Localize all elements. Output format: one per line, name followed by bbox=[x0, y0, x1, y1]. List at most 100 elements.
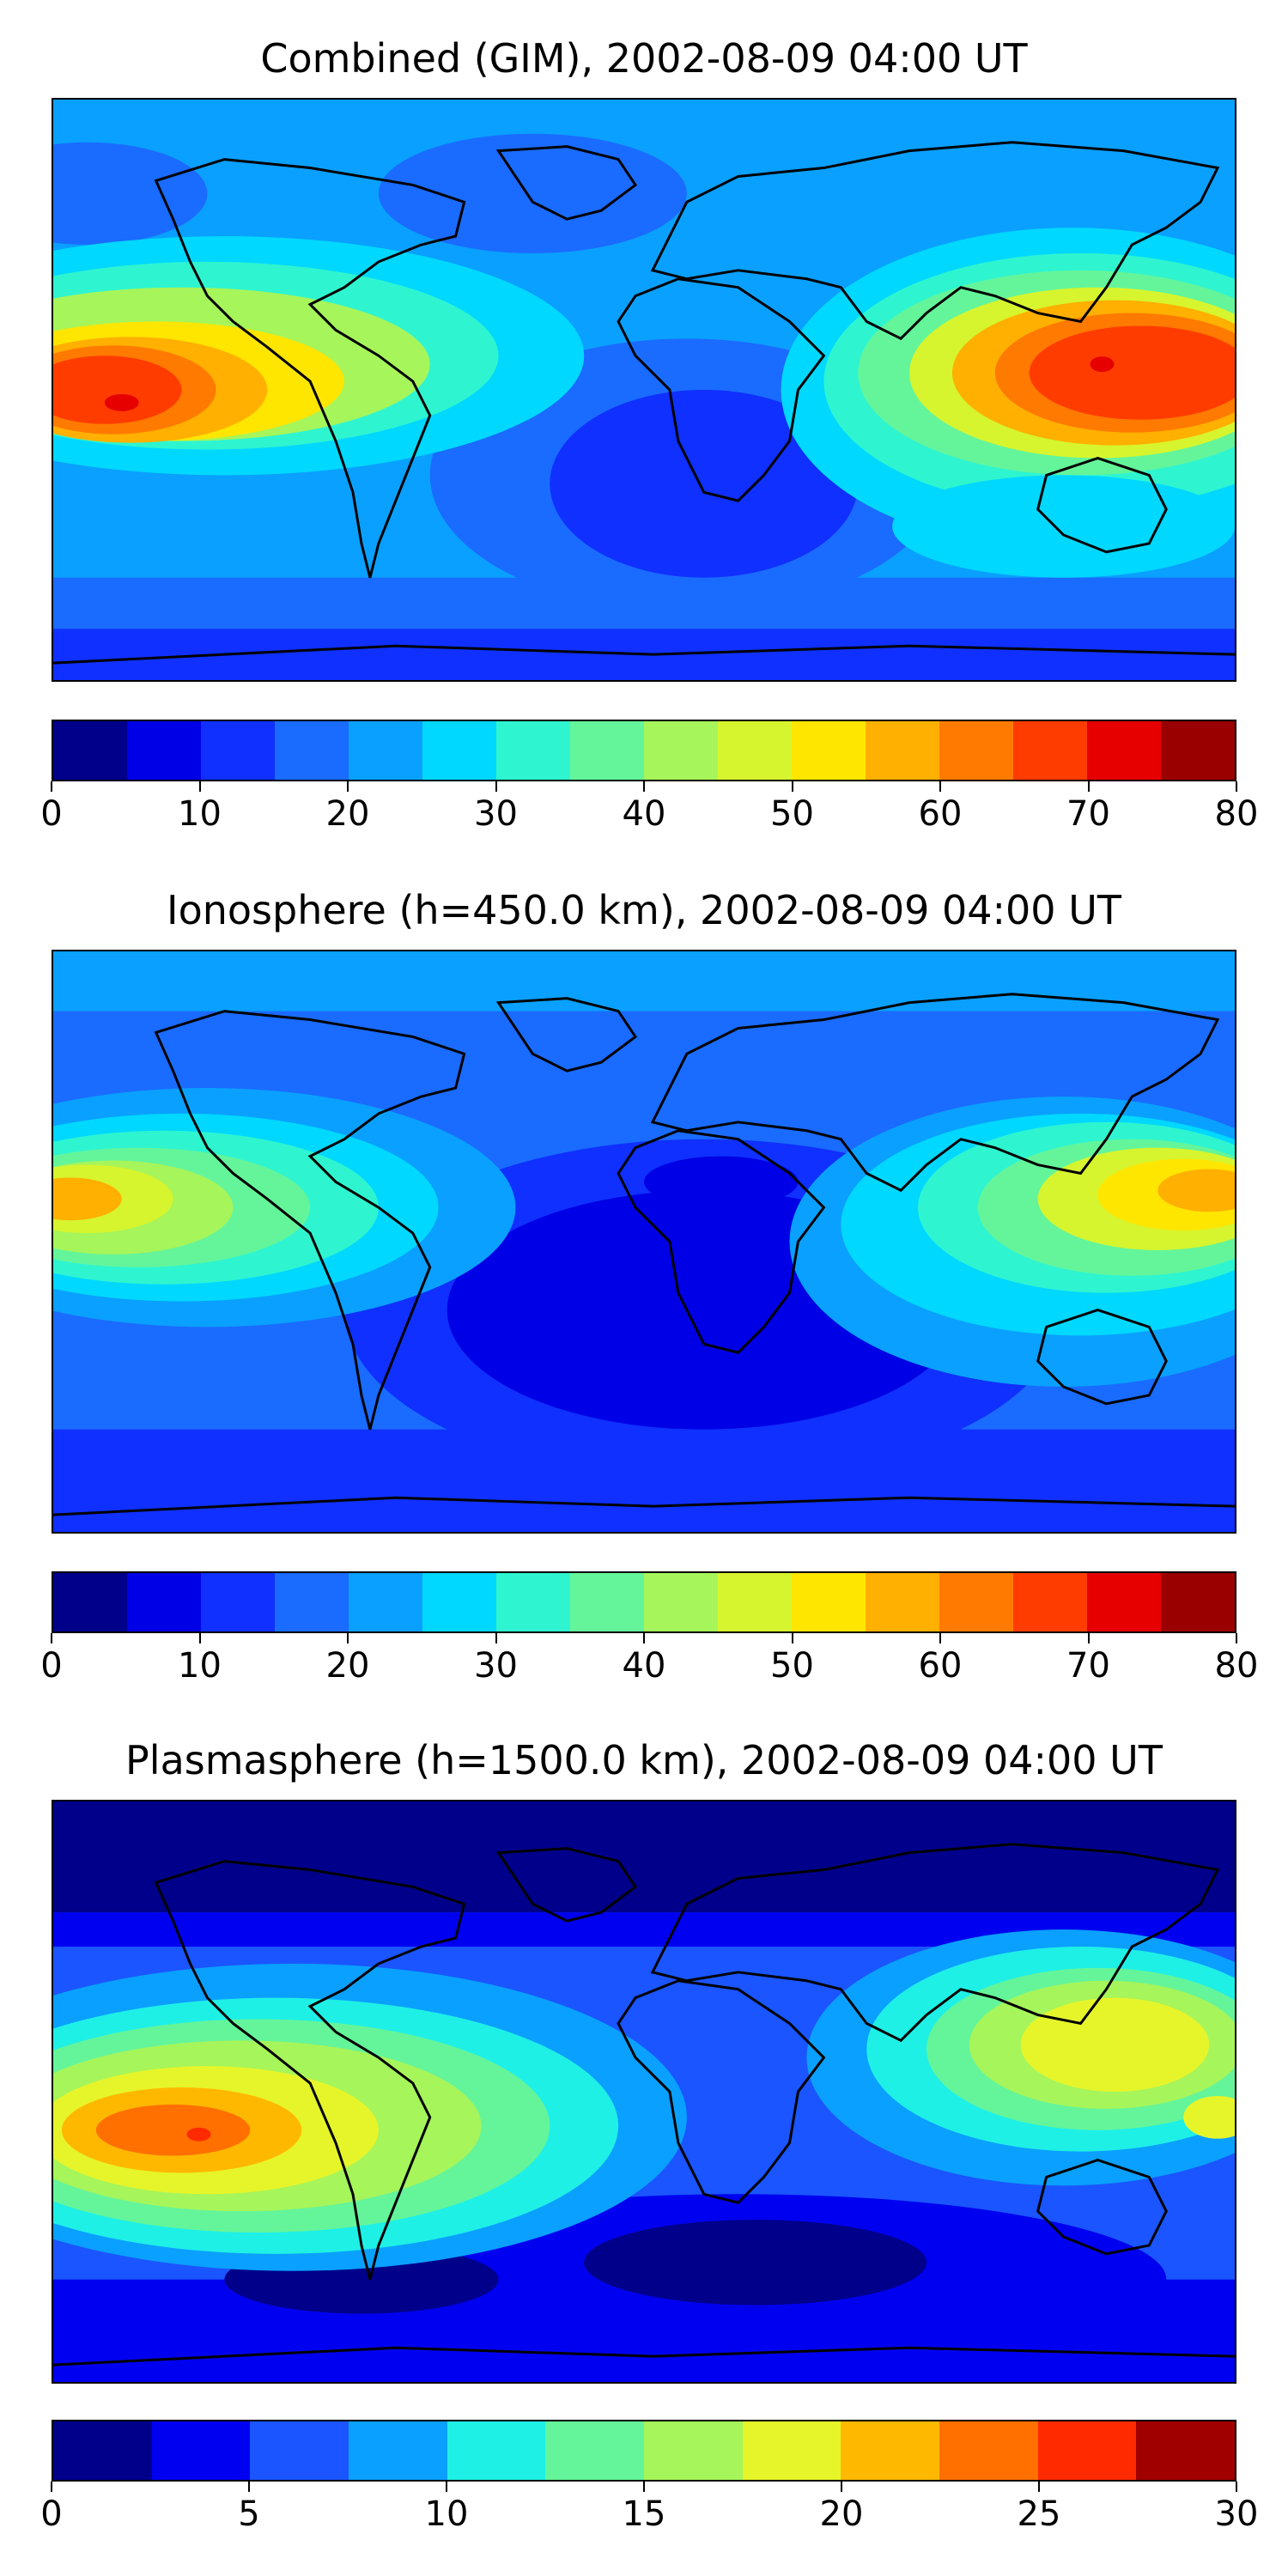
colorbar-tick bbox=[791, 1633, 793, 1643]
colorbar-segment bbox=[792, 721, 866, 780]
colorbar-segment bbox=[422, 1573, 496, 1631]
colorbar-segment bbox=[841, 2421, 940, 2480]
colorbar-tick-label: 80 bbox=[1214, 1646, 1259, 1686]
colorbar-segment bbox=[53, 721, 127, 780]
colorbar-tick-label: 10 bbox=[178, 1646, 222, 1686]
tec-map-plasmasphere bbox=[52, 1800, 1236, 2384]
colorbar-tick-label: 50 bbox=[770, 794, 814, 834]
colorbar-segment bbox=[447, 2421, 546, 2480]
colorbar-ticks: 0 10 20 30 40 50 60 70 80 bbox=[40, 1633, 1258, 1693]
colorbar-tick bbox=[198, 1633, 201, 1643]
colorbar-segment bbox=[496, 721, 570, 780]
colorbar-segment bbox=[201, 721, 275, 780]
colorbar-tick bbox=[791, 781, 793, 792]
colorbar-segment bbox=[250, 2421, 349, 2480]
colorbar-tick bbox=[51, 2482, 52, 2492]
colorbar-segment bbox=[866, 1573, 939, 1631]
tec-map-svg bbox=[53, 1801, 1235, 2382]
colorbar-tick-label: 0 bbox=[40, 1646, 63, 1686]
colorbar-segment bbox=[201, 1573, 275, 1631]
colorbar-segment bbox=[718, 721, 792, 780]
colorbar-tick-label: 20 bbox=[819, 2494, 864, 2534]
colorbar-tick bbox=[1087, 1633, 1090, 1643]
colorbar-tick-label: 30 bbox=[474, 794, 518, 834]
colorbar-segment bbox=[939, 721, 1013, 780]
colorbar-segment bbox=[742, 2421, 841, 2480]
colorbar-segment bbox=[718, 1573, 792, 1631]
colorbar-tick-label: 0 bbox=[40, 2494, 63, 2534]
colorbar-segment bbox=[1037, 2421, 1137, 2480]
colorbar-tick bbox=[1038, 2482, 1040, 2492]
colorbar-tick-label: 10 bbox=[424, 2494, 469, 2534]
colorbar-tick bbox=[643, 781, 645, 792]
colorbar-tick-label: 15 bbox=[622, 2494, 666, 2534]
colorbar bbox=[52, 2420, 1236, 2482]
colorbar-tick-label: 20 bbox=[325, 794, 370, 834]
colorbar-segment bbox=[939, 2421, 1038, 2480]
tec-map-combined bbox=[52, 98, 1236, 682]
colorbar-tick bbox=[643, 1633, 645, 1643]
colorbar-segment bbox=[275, 1573, 349, 1631]
colorbar-tick bbox=[248, 2482, 250, 2492]
colorbar-segment bbox=[545, 2421, 645, 2480]
colorbar-segment bbox=[792, 1573, 866, 1631]
colorbar-tick-label: 30 bbox=[1214, 2494, 1259, 2534]
colorbar-segment bbox=[866, 721, 939, 780]
colorbar-tick-label: 70 bbox=[1066, 794, 1110, 834]
colorbar-tick-label: 20 bbox=[325, 1646, 370, 1686]
colorbar-segment bbox=[496, 1573, 570, 1631]
colorbar-segment bbox=[127, 1573, 201, 1631]
colorbar-segment bbox=[939, 1573, 1013, 1631]
colorbar-segment bbox=[1013, 1573, 1087, 1631]
colorbar-tick-label: 80 bbox=[1214, 794, 1259, 834]
colorbar-tick bbox=[347, 1633, 349, 1643]
panel-title: Combined (GIM), 2002-08-09 04:00 UT bbox=[260, 35, 1028, 82]
colorbar-tick bbox=[1236, 2482, 1237, 2492]
colorbar-segment bbox=[53, 2421, 152, 2480]
colorbar-tick-label: 30 bbox=[474, 1646, 518, 1686]
colorbar bbox=[52, 720, 1236, 781]
colorbar-tick bbox=[1087, 781, 1090, 792]
panel-title: Ionosphere (h=450.0 km), 2002-08-09 04:0… bbox=[167, 887, 1121, 933]
colorbar-tick bbox=[495, 781, 497, 792]
colorbar-segment bbox=[1161, 1573, 1235, 1631]
colorbar-segment bbox=[1013, 721, 1087, 780]
tec-map-svg bbox=[53, 951, 1235, 1532]
colorbar-tick-label: 0 bbox=[40, 794, 63, 834]
colorbar-segment bbox=[644, 2421, 743, 2480]
colorbar-tick bbox=[51, 1633, 52, 1643]
colorbar-segment bbox=[1136, 2421, 1236, 2480]
colorbar-segment bbox=[1087, 721, 1161, 780]
tec-map-svg bbox=[53, 100, 1235, 680]
tec-map-ionosphere bbox=[52, 950, 1236, 1534]
colorbar-tick bbox=[939, 781, 941, 792]
colorbar-tick bbox=[446, 2482, 447, 2492]
colorbar-segment bbox=[349, 1573, 422, 1631]
colorbar-segment bbox=[275, 721, 349, 780]
colorbar-segment bbox=[570, 721, 644, 780]
colorbar-tick-label: 40 bbox=[622, 794, 666, 834]
colorbar-tick-label: 70 bbox=[1066, 1646, 1110, 1686]
panel-title: Plasmasphere (h=1500.0 km), 2002-08-09 0… bbox=[125, 1737, 1163, 1783]
colorbar-segment bbox=[422, 721, 496, 780]
colorbar-ticks: 0 5 10 15 20 25 30 bbox=[40, 2482, 1258, 2542]
colorbar-tick-label: 40 bbox=[622, 1646, 666, 1686]
colorbar-segment bbox=[570, 1573, 644, 1631]
colorbar-tick bbox=[198, 781, 201, 792]
colorbar-tick-label: 60 bbox=[918, 1646, 963, 1686]
colorbar-tick bbox=[939, 1633, 941, 1643]
colorbar-segment bbox=[349, 2421, 447, 2480]
colorbar-tick bbox=[495, 1633, 497, 1643]
colorbar-segment bbox=[53, 1573, 127, 1631]
colorbar-tick-label: 10 bbox=[178, 794, 222, 834]
colorbar-tick bbox=[841, 2482, 842, 2492]
colorbar-segment bbox=[644, 1573, 718, 1631]
colorbar-tick bbox=[1236, 781, 1237, 792]
colorbar-segment bbox=[151, 2421, 251, 2480]
colorbar-segment bbox=[127, 721, 201, 780]
colorbar-tick bbox=[51, 781, 52, 792]
colorbar-tick-label: 50 bbox=[770, 1646, 814, 1686]
colorbar-tick-label: 60 bbox=[918, 794, 963, 834]
colorbar-ticks: 0 10 20 30 40 50 60 70 80 bbox=[40, 781, 1258, 841]
colorbar-tick bbox=[1236, 1633, 1237, 1643]
